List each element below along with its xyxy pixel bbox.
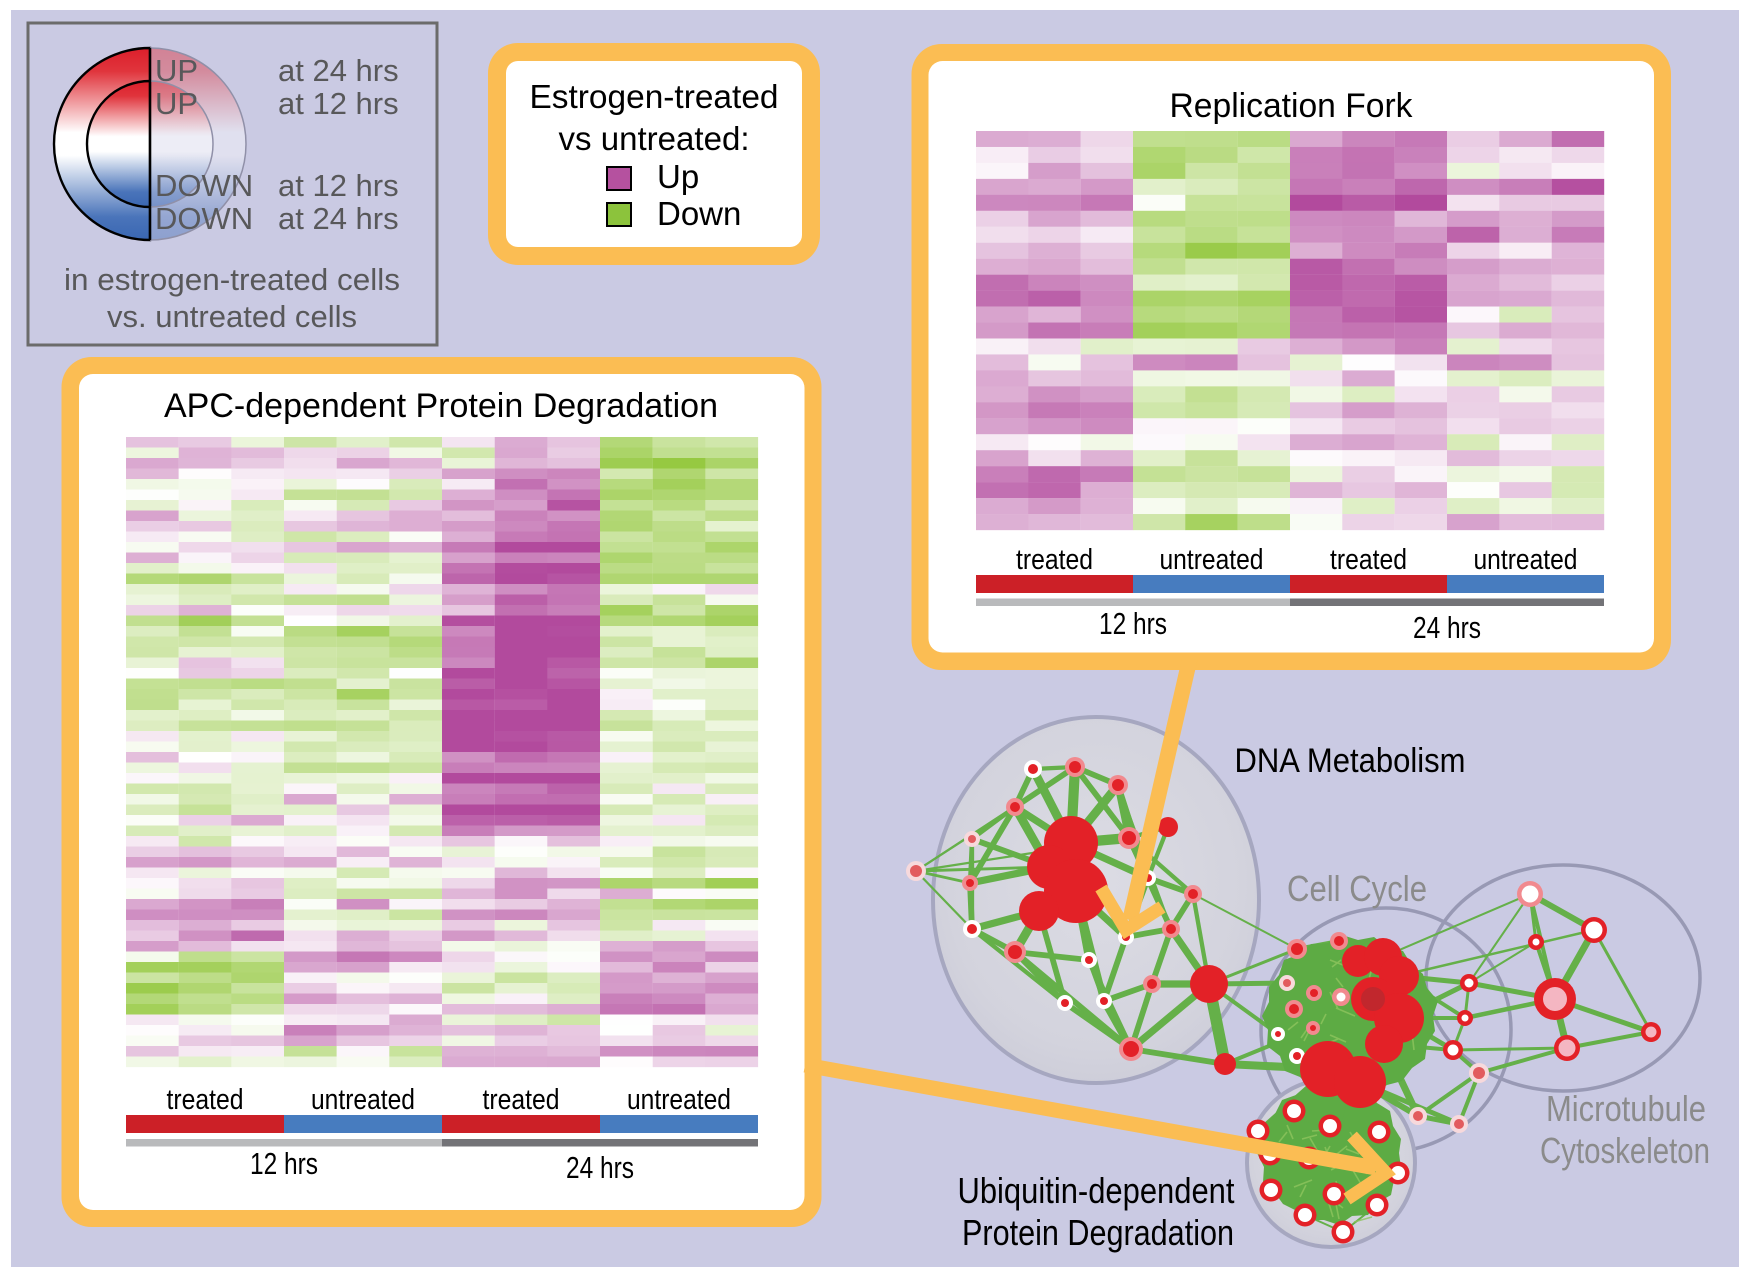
svg-text:Estrogen-treated: Estrogen-treated	[530, 78, 779, 115]
svg-text:UP: UP	[155, 53, 198, 88]
svg-text:untreated: untreated	[311, 1084, 415, 1116]
svg-text:untreated: untreated	[627, 1084, 731, 1116]
svg-text:at 12 hrs: at 12 hrs	[278, 168, 399, 203]
svg-text:Cytoskeleton: Cytoskeleton	[1540, 1130, 1710, 1171]
svg-text:treated: treated	[167, 1084, 244, 1116]
svg-text:DOWN: DOWN	[155, 201, 253, 236]
svg-text:at 24 hrs: at 24 hrs	[278, 53, 399, 88]
svg-text:treated: treated	[1016, 544, 1093, 576]
svg-text:24 hrs: 24 hrs	[566, 1150, 634, 1185]
svg-text:untreated: untreated	[1160, 544, 1264, 576]
svg-text:DNA Metabolism: DNA Metabolism	[1235, 742, 1466, 780]
svg-text:Up: Up	[657, 158, 699, 195]
svg-text:vs untreated:: vs untreated:	[559, 120, 750, 157]
svg-text:treated: treated	[1330, 544, 1407, 576]
svg-text:Cell Cycle: Cell Cycle	[1287, 868, 1427, 909]
svg-text:treated: treated	[483, 1084, 560, 1116]
svg-text:12 hrs: 12 hrs	[1099, 606, 1167, 641]
svg-text:at 12 hrs: at 12 hrs	[278, 86, 399, 121]
svg-text:UP: UP	[155, 86, 198, 121]
svg-text:at 24 hrs: at 24 hrs	[278, 201, 399, 236]
svg-text:Microtubule: Microtubule	[1546, 1088, 1706, 1129]
svg-text:APC-dependent Protein Degradat: APC-dependent Protein Degradation	[164, 387, 718, 425]
svg-text:Replication Fork: Replication Fork	[1170, 87, 1414, 125]
svg-text:Ubiquitin-dependent: Ubiquitin-dependent	[958, 1170, 1235, 1211]
svg-text:DOWN: DOWN	[155, 168, 253, 203]
svg-text:12 hrs: 12 hrs	[250, 1146, 318, 1181]
svg-text:Protein Degradation: Protein Degradation	[962, 1212, 1234, 1253]
svg-text:untreated: untreated	[1474, 544, 1578, 576]
svg-text:24 hrs: 24 hrs	[1413, 610, 1481, 645]
svg-text:vs. untreated cells: vs. untreated cells	[107, 299, 357, 334]
svg-text:Down: Down	[657, 195, 741, 232]
svg-text:in estrogen-treated cells: in estrogen-treated cells	[64, 262, 400, 297]
